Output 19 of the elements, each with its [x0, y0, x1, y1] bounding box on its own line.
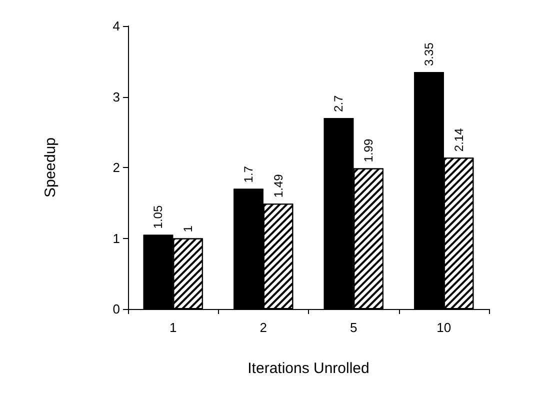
x-axis-title: Iterations Unrolled	[248, 360, 370, 377]
y-tick-label: 2	[112, 160, 120, 175]
x-tick-label: 1	[170, 320, 177, 335]
data-label: 1.49	[271, 174, 286, 198]
data-label: 1.99	[362, 138, 376, 162]
y-tick-label: 0	[112, 302, 120, 316]
data-label: 1	[181, 225, 196, 232]
y-tick-label: 3	[112, 89, 120, 104]
data-label: 2.7	[332, 94, 346, 112]
x-tick-label: 10	[436, 320, 452, 335]
data-label: 2.14	[452, 128, 466, 152]
x-tick-label: 5	[350, 320, 358, 335]
y-axis-title: Speedup	[42, 137, 59, 198]
y-tick-label: 1	[112, 230, 120, 246]
data-label: 1.7	[241, 166, 256, 183]
data-label: 1.05	[151, 205, 166, 229]
data-label: 3.35	[422, 42, 436, 66]
y-tick-label: 4	[112, 18, 120, 34]
x-tick-label: 2	[260, 320, 267, 335]
